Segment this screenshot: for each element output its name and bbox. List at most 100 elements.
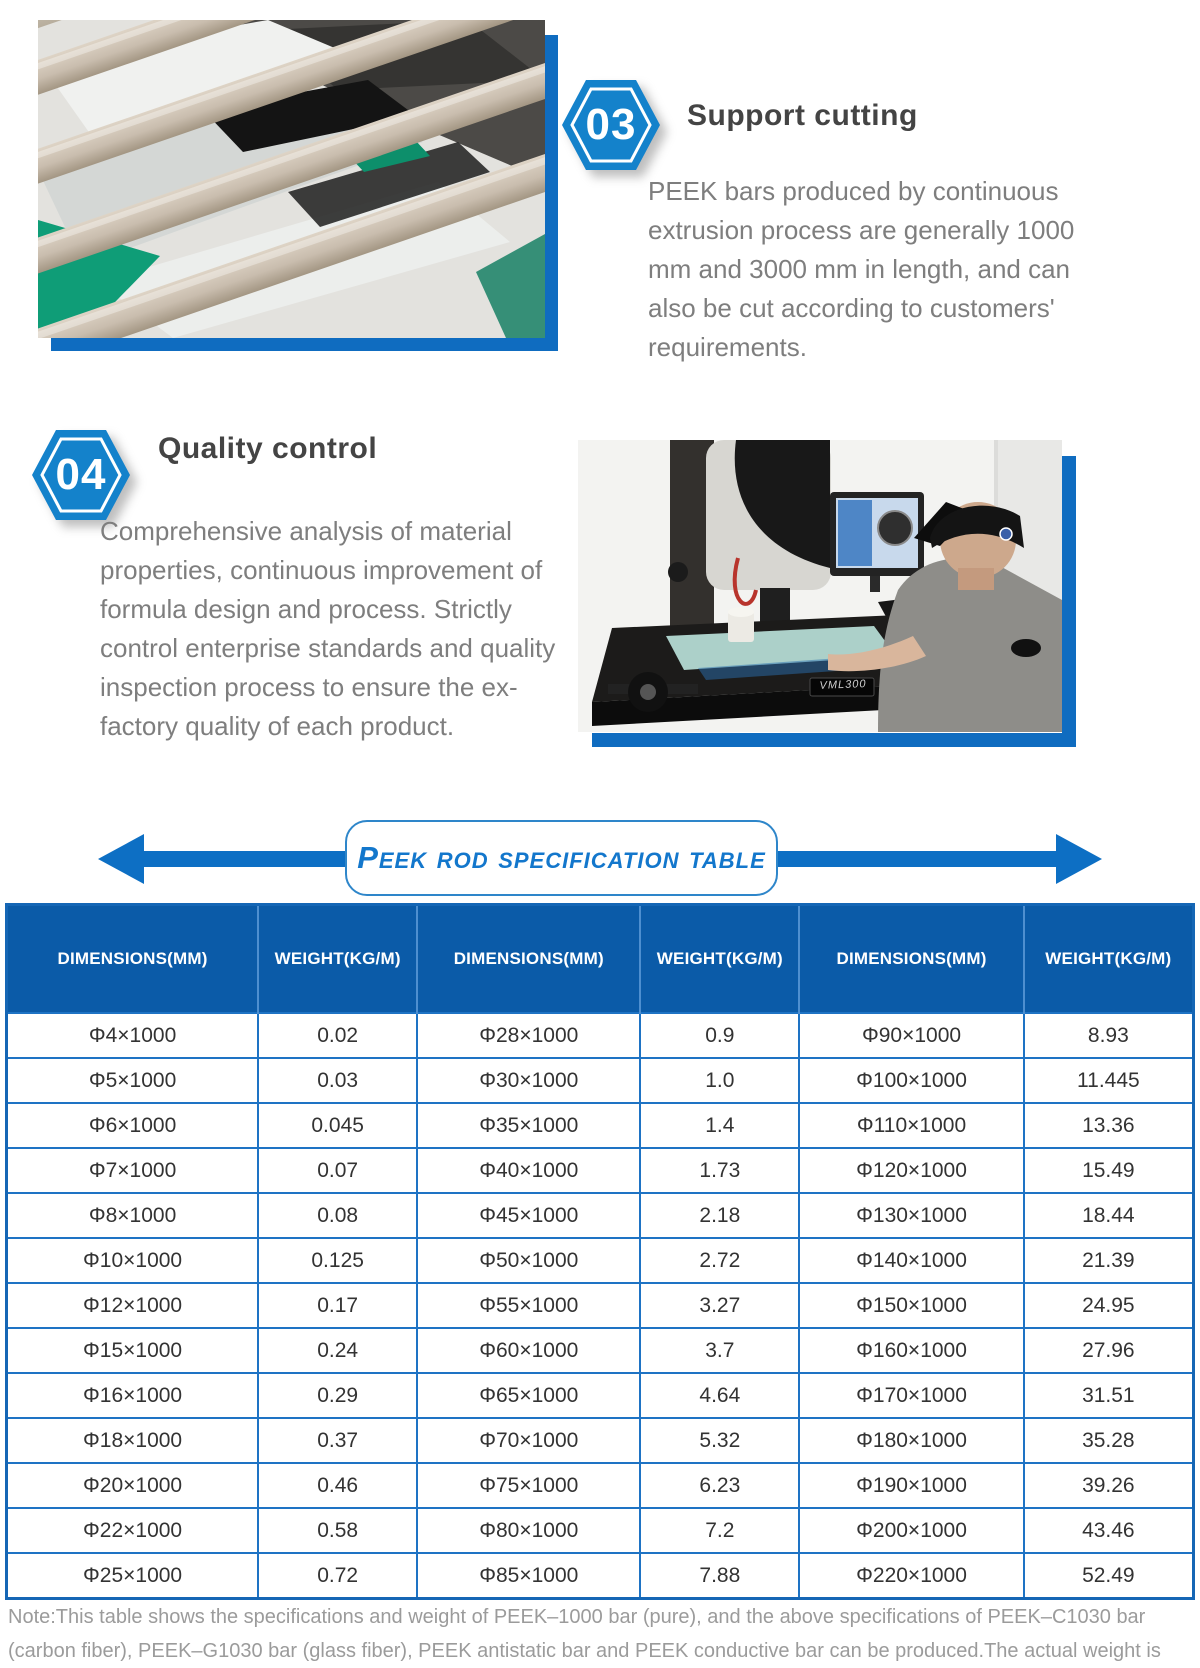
table-row: Φ5×1000 0.03 Φ30×1000 1.0 Φ100×1000 11.445 — [5, 1057, 1195, 1104]
peek-rods-photo-block — [38, 20, 598, 372]
table-cell: 1.4 — [639, 1102, 801, 1149]
table-cell: Φ140×1000 — [798, 1237, 1025, 1284]
table-cell: 0.58 — [257, 1507, 419, 1554]
table-cell: 24.95 — [1022, 1282, 1195, 1329]
table-cell: 7.2 — [639, 1507, 801, 1554]
table-cell: 8.93 — [1022, 1012, 1195, 1059]
table-cell: 0.17 — [257, 1282, 419, 1329]
table-row: Φ25×1000 0.72 Φ85×1000 7.88 Φ220×1000 52.49 — [5, 1552, 1195, 1600]
table-cell: 21.39 — [1022, 1237, 1195, 1284]
table-header-cell: WEIGHT(KG/M) — [639, 904, 800, 1013]
quality-control-photo — [578, 440, 1062, 732]
table-cell: 0.46 — [257, 1462, 419, 1509]
table-header-cell: DIMENSIONS(MM) — [6, 904, 259, 1013]
photo-frame-accent-bottom — [51, 338, 558, 351]
hexagon-badge-04: 04 — [30, 424, 132, 526]
table-cell: 11.445 — [1022, 1057, 1195, 1104]
table-cell: 7.88 — [639, 1552, 801, 1600]
table-cell: Φ130×1000 — [798, 1192, 1025, 1239]
table-cell: Φ45×1000 — [416, 1192, 642, 1239]
photo-frame-accent-right — [1062, 456, 1076, 747]
table-cell: 2.18 — [639, 1192, 801, 1239]
table-cell: Φ190×1000 — [798, 1462, 1025, 1509]
peek-rods-photo — [38, 20, 545, 338]
machine-label: VML300 — [819, 678, 867, 692]
table-row: Φ12×1000 0.17 Φ55×1000 3.27 Φ150×1000 24.95 — [5, 1282, 1195, 1329]
table-cell: 5.32 — [639, 1417, 801, 1464]
table-cell: 0.72 — [257, 1552, 419, 1600]
table-row: Φ18×1000 0.37 Φ70×1000 5.32 Φ180×1000 35.28 — [5, 1417, 1195, 1464]
table-cell: Φ200×1000 — [798, 1507, 1025, 1554]
table-header-cell: DIMENSIONS(MM) — [798, 904, 1024, 1013]
table-cell: Φ12×1000 — [5, 1282, 260, 1329]
table-cell: 27.96 — [1022, 1327, 1195, 1374]
table-cell: Φ50×1000 — [416, 1237, 642, 1284]
table-cell: Φ55×1000 — [416, 1282, 642, 1329]
spec-table-body: Φ4×1000 0.02 Φ28×1000 0.9 Φ90×1000 8.93 Φ5×100… — [5, 1012, 1195, 1600]
table-header-cell: WEIGHT(KG/M) — [1022, 904, 1194, 1013]
table-cell: Φ60×1000 — [416, 1327, 642, 1374]
table-cell: Φ75×1000 — [416, 1462, 642, 1509]
table-cell: 0.08 — [257, 1192, 419, 1239]
table-row: Φ4×1000 0.02 Φ28×1000 0.9 Φ90×1000 8.93 — [5, 1012, 1195, 1059]
table-cell: Φ5×1000 — [5, 1057, 260, 1104]
table-cell: Φ16×1000 — [5, 1372, 260, 1419]
table-cell: 0.07 — [257, 1147, 419, 1194]
table-cell: Φ80×1000 — [416, 1507, 642, 1554]
table-cell: Φ40×1000 — [416, 1147, 642, 1194]
photo-frame-accent-bottom — [592, 733, 1076, 747]
table-cell: 0.37 — [257, 1417, 419, 1464]
table-cell: Φ220×1000 — [798, 1552, 1025, 1600]
table-row: Φ20×1000 0.46 Φ75×1000 6.23 Φ190×1000 39.26 — [5, 1462, 1195, 1509]
table-cell: 0.24 — [257, 1327, 419, 1374]
table-cell: Φ180×1000 — [798, 1417, 1025, 1464]
table-cell: 52.49 — [1022, 1552, 1195, 1600]
spec-table-header-row: DIMENSIONS(MM) WEIGHT(KG/M) DIMENSIONS(MM)… — [6, 904, 1194, 1013]
table-cell: Φ160×1000 — [798, 1327, 1025, 1374]
table-cell: Φ30×1000 — [416, 1057, 642, 1104]
table-cell: 18.44 — [1022, 1192, 1195, 1239]
table-row: Φ15×1000 0.24 Φ60×1000 3.7 Φ160×1000 27.96 — [5, 1327, 1195, 1374]
section-title-quality-control: Quality control — [158, 432, 378, 465]
table-note: Note:This table shows the specifications… — [8, 1606, 1161, 1662]
table-header-cell: DIMENSIONS(MM) — [416, 904, 641, 1013]
table-row: Φ22×1000 0.58 Φ80×1000 7.2 Φ200×1000 43.46 — [5, 1507, 1195, 1554]
table-cell: 0.9 — [639, 1012, 801, 1059]
table-cell: Φ18×1000 — [5, 1417, 260, 1464]
quality-control-photo-block: VML300 — [578, 440, 1090, 750]
section-body-support-cutting: PEEK bars produced by continuous extrusi… — [648, 176, 1075, 362]
section-number: 03 — [585, 100, 637, 149]
table-row: Φ10×1000 0.125 Φ50×1000 2.72 Φ140×1000 21.39 — [5, 1237, 1195, 1284]
table-cell: 43.46 — [1022, 1507, 1195, 1554]
table-row: Φ6×1000 0.045 Φ35×1000 1.4 Φ110×1000 13.36 — [5, 1102, 1195, 1149]
table-cell: Φ7×1000 — [5, 1147, 260, 1194]
table-cell: Φ85×1000 — [416, 1552, 642, 1600]
table-cell: 0.045 — [257, 1102, 419, 1149]
table-cell: Φ8×1000 — [5, 1192, 260, 1239]
photo-frame-accent-right — [545, 35, 558, 351]
table-cell: 3.27 — [639, 1282, 801, 1329]
table-cell: 0.125 — [257, 1237, 419, 1284]
table-cell: 39.26 — [1022, 1462, 1195, 1509]
table-cell: Φ22×1000 — [5, 1507, 260, 1554]
table-cell: Φ35×1000 — [416, 1102, 642, 1149]
table-cell: Φ15×1000 — [5, 1327, 260, 1374]
table-cell: 2.72 — [639, 1237, 801, 1284]
table-cell: 0.03 — [257, 1057, 419, 1104]
table-cell: 4.64 — [639, 1372, 801, 1419]
table-header-cell: WEIGHT(KG/M) — [257, 904, 418, 1013]
table-cell: Φ110×1000 — [798, 1102, 1025, 1149]
table-row: Φ7×1000 0.07 Φ40×1000 1.73 Φ120×1000 15.49 — [5, 1147, 1195, 1194]
table-cell: Φ70×1000 — [416, 1417, 642, 1464]
table-cell: Φ150×1000 — [798, 1282, 1025, 1329]
table-cell: Φ28×1000 — [416, 1012, 642, 1059]
table-cell: Φ170×1000 — [798, 1372, 1025, 1419]
table-row: Φ8×1000 0.08 Φ45×1000 2.18 Φ130×1000 18.44 — [5, 1192, 1195, 1239]
table-cell: 3.7 — [639, 1327, 801, 1374]
hexagon-badge-03: 03 — [560, 74, 662, 176]
section-body-quality-control: Comprehensive analysis of material prope… — [100, 516, 556, 741]
table-cell: Φ20×1000 — [5, 1462, 260, 1509]
hexagon-icon — [562, 80, 660, 170]
table-row: Φ16×1000 0.29 Φ65×1000 4.64 Φ170×1000 31.51 — [5, 1372, 1195, 1419]
